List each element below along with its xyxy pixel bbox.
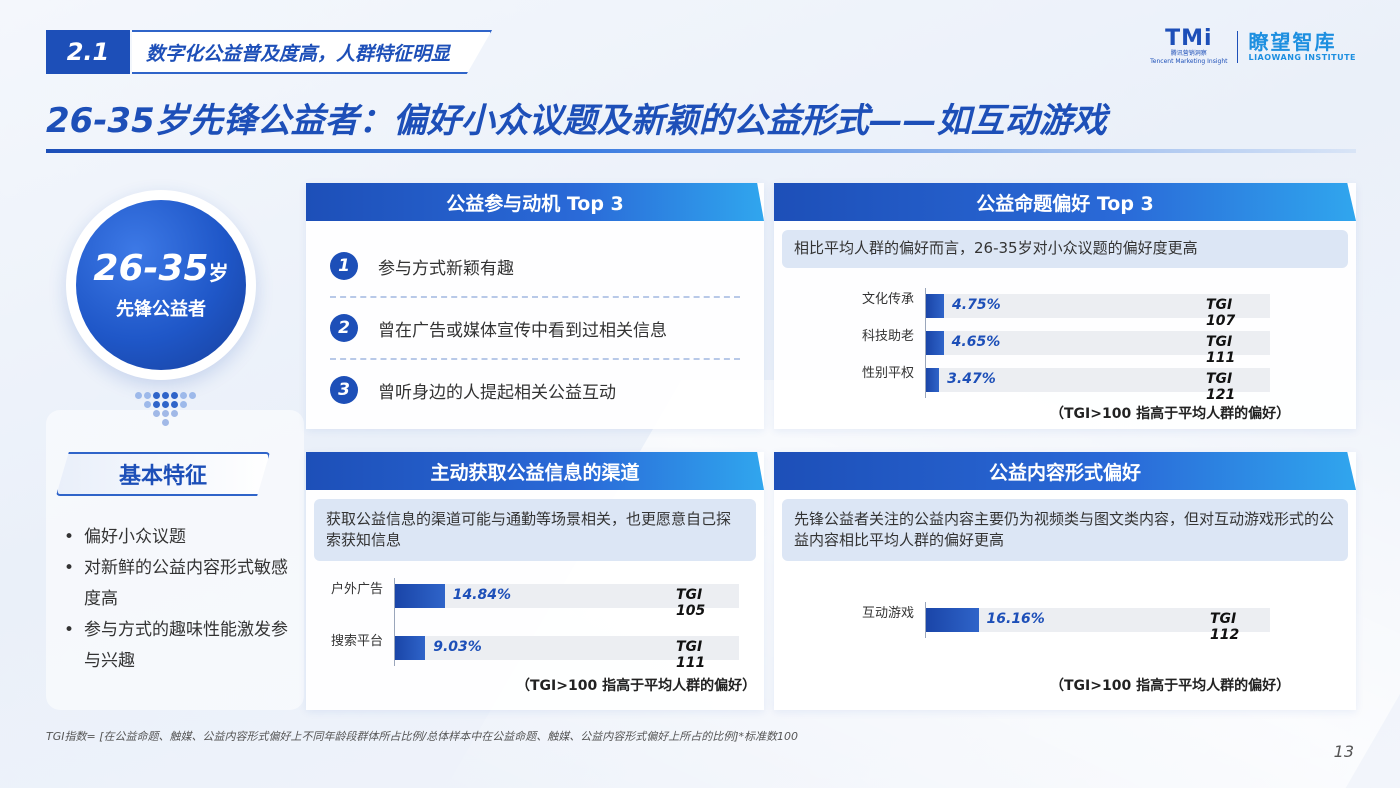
bar-track <box>395 636 739 660</box>
liaowang-logo-en: LIAOWANG INSTITUTE <box>1248 53 1356 62</box>
bar-category-label: 搜索平台 <box>330 634 383 649</box>
bar-value-label: 16.16% <box>986 611 1045 627</box>
features-list: 偏好小众议题 对新鲜的公益内容形式敏感度高 参与方式的趣味性能激发参与兴趣 <box>62 522 292 677</box>
motivation-text: 参与方式新颖有趣 <box>378 258 514 279</box>
bar-category-label: 文化传承 <box>861 292 914 307</box>
channels-card: 主动获取公益信息的渠道 获取公益信息的渠道可能与通勤等场景相关，也更愿意自己探索… <box>306 452 764 710</box>
page-title: 26-35岁先锋公益者：偏好小众议题及新颖的公益形式——如互动游戏 <box>46 101 1107 141</box>
bar <box>395 584 445 608</box>
features-title: 基本特征 <box>56 452 270 496</box>
feature-item: 偏好小众议题 <box>62 522 292 553</box>
motivation-item: 3 曾听身边的人提起相关公益互动 <box>330 362 740 418</box>
tmi-logo-text: TMi <box>1165 26 1213 51</box>
section-title: 数字化公益普及度高，人群特征明显 <box>132 30 492 74</box>
liaowang-logo: 瞭望智库 LIAOWANG INSTITUTE <box>1248 31 1356 63</box>
formats-card-title: 公益内容形式偏好 <box>774 452 1356 490</box>
persona-label: 先锋公益者 <box>116 299 206 320</box>
bar-category-label: 互动游戏 <box>861 606 914 621</box>
bar <box>926 608 979 632</box>
divider <box>330 358 740 360</box>
bar-category-label: 科技助老 <box>861 329 914 344</box>
motivation-card: 公益参与动机 Top 3 1 参与方式新颖有趣 2 曾在广告或媒体宣传中看到过相… <box>306 183 764 429</box>
page-number: 13 <box>1333 742 1354 761</box>
bar-tgi-label: TGI 105 <box>676 587 706 619</box>
bar-value-label: 4.75% <box>952 297 1001 313</box>
motivation-number: 1 <box>330 252 358 280</box>
formats-card: 公益内容形式偏好 先锋公益者关注的公益内容主要仍为视频类与图文类内容，但对互动游… <box>774 452 1356 710</box>
persona-age: 26-35岁 <box>93 249 228 293</box>
bar-axis <box>394 578 395 666</box>
title-rule <box>46 149 1356 153</box>
topics-note: 相比平均人群的偏好而言，26-35岁对小众议题的偏好度更高 <box>782 230 1348 268</box>
motivation-item: 1 参与方式新颖有趣 <box>330 238 740 294</box>
divider <box>330 296 740 298</box>
topics-tgi-note: （TGI>100 指高于平均人群的偏好） <box>1050 406 1291 422</box>
bar-track <box>926 294 1270 318</box>
motivation-text: 曾在广告或媒体宣传中看到过相关信息 <box>378 320 667 341</box>
bar-track <box>926 368 1270 392</box>
section-tag: 2.1 数字化公益普及度高，人群特征明显 <box>46 30 492 74</box>
motivation-card-title: 公益参与动机 Top 3 <box>306 183 764 221</box>
feature-item: 对新鲜的公益内容形式敏感度高 <box>62 553 292 615</box>
persona-circle: 26-35岁 先锋公益者 <box>76 200 246 370</box>
bar-category-label: 户外广告 <box>330 582 383 597</box>
tmi-logo-sub: 腾讯营销洞察 <box>1170 50 1207 57</box>
bar-tgi-label: TGI 111 <box>676 639 706 671</box>
bar-tgi-label: TGI 121 <box>1206 371 1236 403</box>
motivation-number: 2 <box>330 314 358 342</box>
tmi-logo-en: Tencent Marketing Insight <box>1150 58 1228 65</box>
persona-age-value: 26-35 <box>93 248 209 289</box>
channels-card-title: 主动获取公益信息的渠道 <box>306 452 764 490</box>
bar-track <box>926 608 1270 632</box>
formats-note: 先锋公益者关注的公益内容主要仍为视频类与图文类内容，但对互动游戏形式的公益内容相… <box>782 499 1348 561</box>
bar-tgi-label: TGI 112 <box>1210 611 1240 643</box>
bar <box>926 294 945 318</box>
bar-value-label: 9.03% <box>433 639 482 655</box>
bar-tgi-label: TGI 107 <box>1206 297 1236 329</box>
bar-value-label: 14.84% <box>452 587 512 603</box>
bar <box>926 368 940 392</box>
motivation-text: 曾听身边的人提起相关公益互动 <box>378 382 616 403</box>
bar-value-label: 4.65% <box>951 334 1001 350</box>
liaowang-logo-cn: 瞭望智库 <box>1248 30 1337 54</box>
logo-divider <box>1237 31 1239 63</box>
motivation-number: 3 <box>330 376 358 404</box>
dot-funnel-icon <box>130 392 200 428</box>
channels-note: 获取公益信息的渠道可能与通勤等场景相关，也更愿意自己探索获知信息 <box>314 499 756 561</box>
motivation-item: 2 曾在广告或媒体宣传中看到过相关信息 <box>330 300 740 356</box>
bar <box>395 636 426 660</box>
persona-age-unit: 岁 <box>208 261 229 285</box>
channels-tgi-note: （TGI>100 指高于平均人群的偏好） <box>516 678 757 694</box>
bar-tgi-label: TGI 111 <box>1206 334 1236 366</box>
topics-card-title: 公益命题偏好 Top 3 <box>774 183 1356 221</box>
bar <box>926 331 944 355</box>
logo: TMi 腾讯营销洞察 Tencent Marketing Insight 瞭望智… <box>1150 28 1356 66</box>
bar-track <box>395 584 739 608</box>
bar-value-label: 3.47% <box>947 371 996 387</box>
bar-category-label: 性别平权 <box>861 366 914 381</box>
bar-axis <box>925 288 926 398</box>
tmi-logo: TMi 腾讯营销洞察 Tencent Marketing Insight <box>1150 28 1227 66</box>
footnote: TGI指数= [在公益命题、触媒、公益内容形式偏好上不同年龄段群体所占比例/总体… <box>46 730 798 743</box>
bar-track <box>926 331 1270 355</box>
topics-card: 公益命题偏好 Top 3 相比平均人群的偏好而言，26-35岁对小众议题的偏好度… <box>774 183 1356 429</box>
formats-tgi-note: （TGI>100 指高于平均人群的偏好） <box>1050 678 1291 694</box>
feature-item: 参与方式的趣味性能激发参与兴趣 <box>62 615 292 677</box>
bar-axis <box>925 602 926 638</box>
section-number: 2.1 <box>46 30 130 74</box>
